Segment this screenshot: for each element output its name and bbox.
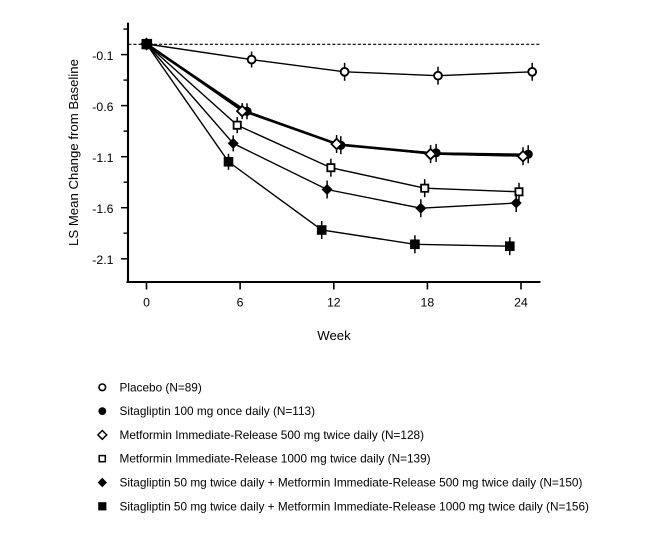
- svg-text:6: 6: [237, 295, 244, 309]
- svg-text:18: 18: [421, 295, 435, 309]
- svg-text:-1.1: -1.1: [92, 151, 113, 165]
- svg-text:-2.1: -2.1: [92, 253, 113, 267]
- svg-text:-0.1: -0.1: [92, 49, 113, 63]
- svg-text:Placebo (N=89): Placebo (N=89): [120, 380, 202, 394]
- svg-text:-1.6: -1.6: [92, 202, 113, 216]
- svg-text:LS Mean Change from Baseline: LS Mean Change from Baseline: [66, 59, 81, 246]
- svg-text:24: 24: [514, 295, 528, 309]
- svg-text:Sitagliptin 50 mg twice daily: Sitagliptin 50 mg twice daily + Metformi…: [120, 499, 590, 513]
- svg-text:0: 0: [143, 295, 150, 309]
- svg-text:Sitagliptin 50 mg twice daily: Sitagliptin 50 mg twice daily + Metformi…: [120, 476, 583, 490]
- svg-text:Sitagliptin 100 mg once daily: Sitagliptin 100 mg once daily (N=113): [120, 404, 316, 418]
- svg-text:12: 12: [327, 295, 341, 309]
- svg-text:-0.6: -0.6: [92, 100, 113, 114]
- svg-text:Metformin Immediate-Release 50: Metformin Immediate-Release 500 mg twice…: [120, 428, 425, 442]
- svg-text:Metformin Immediate-Release 10: Metformin Immediate-Release 1000 mg twic…: [120, 452, 431, 466]
- svg-text:Week: Week: [317, 328, 351, 343]
